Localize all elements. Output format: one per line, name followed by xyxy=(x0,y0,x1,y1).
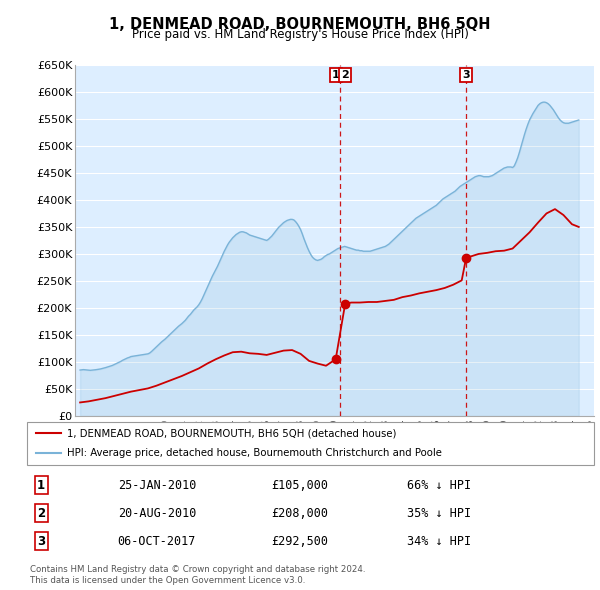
Text: Price paid vs. HM Land Registry's House Price Index (HPI): Price paid vs. HM Land Registry's House … xyxy=(131,28,469,41)
Text: £105,000: £105,000 xyxy=(271,478,328,491)
Text: 06-OCT-2017: 06-OCT-2017 xyxy=(118,535,196,548)
Text: 20-AUG-2010: 20-AUG-2010 xyxy=(118,507,196,520)
Text: Contains HM Land Registry data © Crown copyright and database right 2024.
This d: Contains HM Land Registry data © Crown c… xyxy=(30,565,365,585)
Text: 66% ↓ HPI: 66% ↓ HPI xyxy=(407,478,471,491)
Text: 1, DENMEAD ROAD, BOURNEMOUTH, BH6 5QH: 1, DENMEAD ROAD, BOURNEMOUTH, BH6 5QH xyxy=(109,17,491,31)
Text: 2: 2 xyxy=(341,70,349,80)
Text: 3: 3 xyxy=(463,70,470,80)
Text: HPI: Average price, detached house, Bournemouth Christchurch and Poole: HPI: Average price, detached house, Bour… xyxy=(67,448,442,458)
Text: 2: 2 xyxy=(37,507,45,520)
Text: 35% ↓ HPI: 35% ↓ HPI xyxy=(407,507,471,520)
Text: 25-JAN-2010: 25-JAN-2010 xyxy=(118,478,196,491)
Text: £292,500: £292,500 xyxy=(271,535,328,548)
Text: 1: 1 xyxy=(332,70,340,80)
FancyBboxPatch shape xyxy=(27,422,594,465)
Text: 3: 3 xyxy=(37,535,45,548)
Text: 34% ↓ HPI: 34% ↓ HPI xyxy=(407,535,471,548)
Text: £208,000: £208,000 xyxy=(271,507,328,520)
Text: 1: 1 xyxy=(37,478,45,491)
Text: 1, DENMEAD ROAD, BOURNEMOUTH, BH6 5QH (detached house): 1, DENMEAD ROAD, BOURNEMOUTH, BH6 5QH (d… xyxy=(67,428,396,438)
